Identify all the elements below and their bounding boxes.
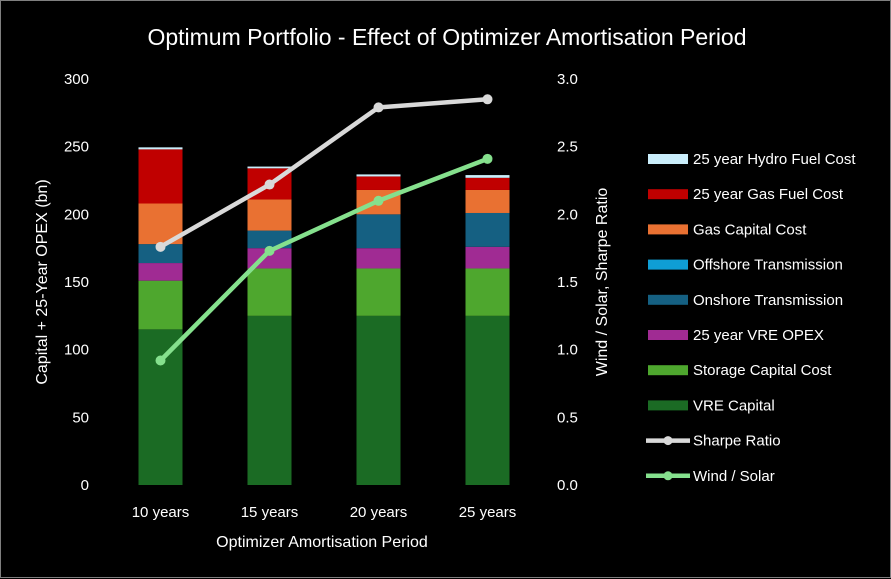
bar-segment [356, 315, 401, 485]
y2-tick-label: 3.0 [557, 71, 578, 88]
bar-segment [138, 329, 183, 485]
bar-segment [356, 214, 401, 249]
bar-segment [465, 315, 510, 485]
legend-swatch [648, 330, 688, 340]
x-tick-label: 10 years [132, 504, 190, 521]
legend-label: Gas Capital Cost [693, 221, 807, 238]
legend-label: 25 year Hydro Fuel Cost [693, 151, 856, 168]
line-marker [264, 245, 275, 256]
legend-marker [663, 471, 673, 481]
legend-label: Storage Capital Cost [693, 362, 832, 379]
legend-swatch [648, 154, 688, 164]
bar-segment [465, 212, 510, 247]
bar-segment [356, 174, 401, 177]
legend-label: Sharpe Ratio [693, 433, 781, 450]
line-marker [482, 153, 493, 164]
bar-segment [138, 149, 183, 204]
y-tick-label: 100 [64, 342, 89, 359]
chart-title: Optimum Portfolio - Effect of Optimizer … [147, 24, 746, 50]
legend-swatch [648, 400, 688, 411]
line-series [158, 156, 489, 363]
legend-label: Wind / Solar [693, 468, 775, 485]
y2-tick-label: 0.5 [557, 409, 578, 426]
legend-label: 25 year Gas Fuel Cost [693, 186, 844, 203]
bar-segment [356, 176, 401, 190]
y-axis-label: Capital + 25-Year OPEX (bn) [34, 179, 51, 384]
y2-tick-label: 2.0 [557, 206, 578, 223]
y-tick-label: 150 [64, 274, 89, 291]
legend-swatch [648, 259, 688, 270]
bar-segment [247, 199, 292, 231]
legend-label: Onshore Transmission [693, 292, 843, 309]
bar-segment [356, 248, 401, 269]
x-tick-label: 25 years [459, 504, 517, 521]
bar-segment [138, 147, 183, 150]
line-marker [155, 355, 166, 366]
bar-segment [138, 280, 183, 330]
bar-segment [247, 268, 292, 316]
bar-segment [138, 263, 183, 281]
line-marker [155, 241, 166, 252]
legend-swatch [648, 365, 688, 376]
line-marker [264, 179, 275, 190]
line-marker [482, 94, 493, 105]
y-tick-label: 250 [64, 139, 89, 156]
bar-segment [465, 268, 510, 316]
y2-tick-label: 1.0 [557, 342, 578, 359]
bar-segment [465, 246, 510, 269]
y-tick-label: 0 [81, 477, 89, 494]
bar-segment [465, 189, 510, 213]
y-tick-label: 200 [64, 206, 89, 223]
bar-segment [138, 244, 183, 264]
y2-tick-label: 2.5 [557, 139, 578, 156]
line-marker [373, 195, 384, 206]
y2-tick-label: 1.5 [557, 274, 578, 291]
legend-swatch [648, 189, 688, 200]
bar-segment [356, 268, 401, 316]
legend-swatch [648, 224, 688, 235]
legend-label: VRE Capital [693, 397, 775, 414]
y2-axis-label: Wind / Solar, Sharpe Ratio [594, 188, 611, 377]
bar-segment [465, 177, 510, 190]
legend-swatch [648, 294, 688, 305]
y-tick-label: 50 [72, 409, 89, 426]
line-marker [373, 102, 384, 113]
bar-segment [247, 315, 292, 485]
line-series [159, 97, 488, 249]
y-tick-label: 300 [64, 71, 89, 88]
bar-segment [465, 175, 510, 178]
x-axis-label: Optimizer Amortisation Period [216, 534, 428, 551]
y2-tick-label: 0.0 [557, 477, 578, 494]
legend-label: 25 year VRE OPEX [693, 327, 824, 344]
legend-marker [663, 436, 673, 446]
bar-segment [247, 166, 292, 169]
x-tick-label: 20 years [350, 504, 408, 521]
legend-label: Offshore Transmission [693, 257, 843, 274]
x-tick-label: 15 years [241, 504, 299, 521]
